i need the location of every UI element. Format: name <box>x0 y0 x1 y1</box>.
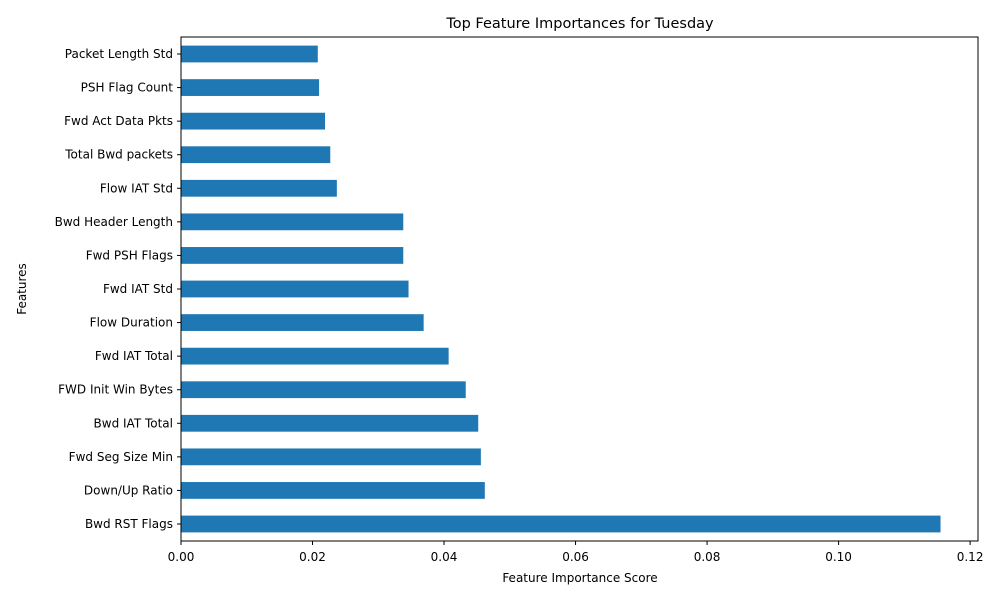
bar <box>181 314 424 331</box>
y-tick-label: PSH Flag Count <box>81 81 174 95</box>
x-tick-label: 0.02 <box>299 550 326 564</box>
bar <box>181 482 485 499</box>
y-tick-label: Bwd Header Length <box>55 215 173 229</box>
x-tick-label: 0.08 <box>694 550 721 564</box>
x-tick-label: 0.12 <box>957 550 984 564</box>
y-tick-label: Packet Length Std <box>65 47 173 61</box>
y-tick-label: Flow Duration <box>90 316 173 330</box>
bar <box>181 45 318 63</box>
bar <box>181 146 331 164</box>
y-tick-label: Bwd IAT Total <box>94 416 173 430</box>
y-tick-label: Fwd Seg Size Min <box>69 450 173 464</box>
bar <box>181 213 404 231</box>
y-tick-label: Fwd IAT Std <box>103 282 173 296</box>
bar <box>181 179 337 197</box>
x-tick-label: 0.04 <box>431 550 458 564</box>
chart-title: Top Feature Importances for Tuesday <box>445 16 714 32</box>
bar <box>181 414 479 432</box>
y-tick-label: Fwd IAT Total <box>95 349 173 363</box>
bar <box>181 448 481 466</box>
y-tick-label: Bwd RST Flags <box>85 517 173 531</box>
y-axis-title: Features <box>15 263 29 315</box>
bar <box>181 79 320 96</box>
x-tick-label: 0.06 <box>562 550 589 564</box>
x-tick-label: 0.00 <box>168 550 195 564</box>
bar <box>181 381 466 399</box>
y-tick-label: FWD Init Win Bytes <box>58 383 173 397</box>
bar <box>181 280 409 298</box>
bar <box>181 247 404 264</box>
plot-frame <box>180 36 979 542</box>
y-tick-label: Fwd Act Data Pkts <box>64 114 173 128</box>
bars-group <box>181 45 941 533</box>
x-axis-ticks: 0.00 0.02 0.04 0.06 0.08 0.10 0.12 <box>168 541 984 564</box>
y-axis-ticks: Bwd RST Flags Down/Up Ratio Fwd Seg Size M… <box>55 47 181 531</box>
y-tick-label: Flow IAT Std <box>100 181 173 195</box>
y-tick-label: Down/Up Ratio <box>84 483 173 497</box>
y-tick-label: Total Bwd packets <box>64 148 173 162</box>
y-tick-label: Fwd PSH Flags <box>86 248 173 262</box>
x-tick-label: 0.10 <box>825 550 852 564</box>
bar <box>181 515 941 533</box>
bar <box>181 347 449 365</box>
x-axis-title: Feature Importance Score <box>502 571 657 585</box>
bar <box>181 112 326 130</box>
